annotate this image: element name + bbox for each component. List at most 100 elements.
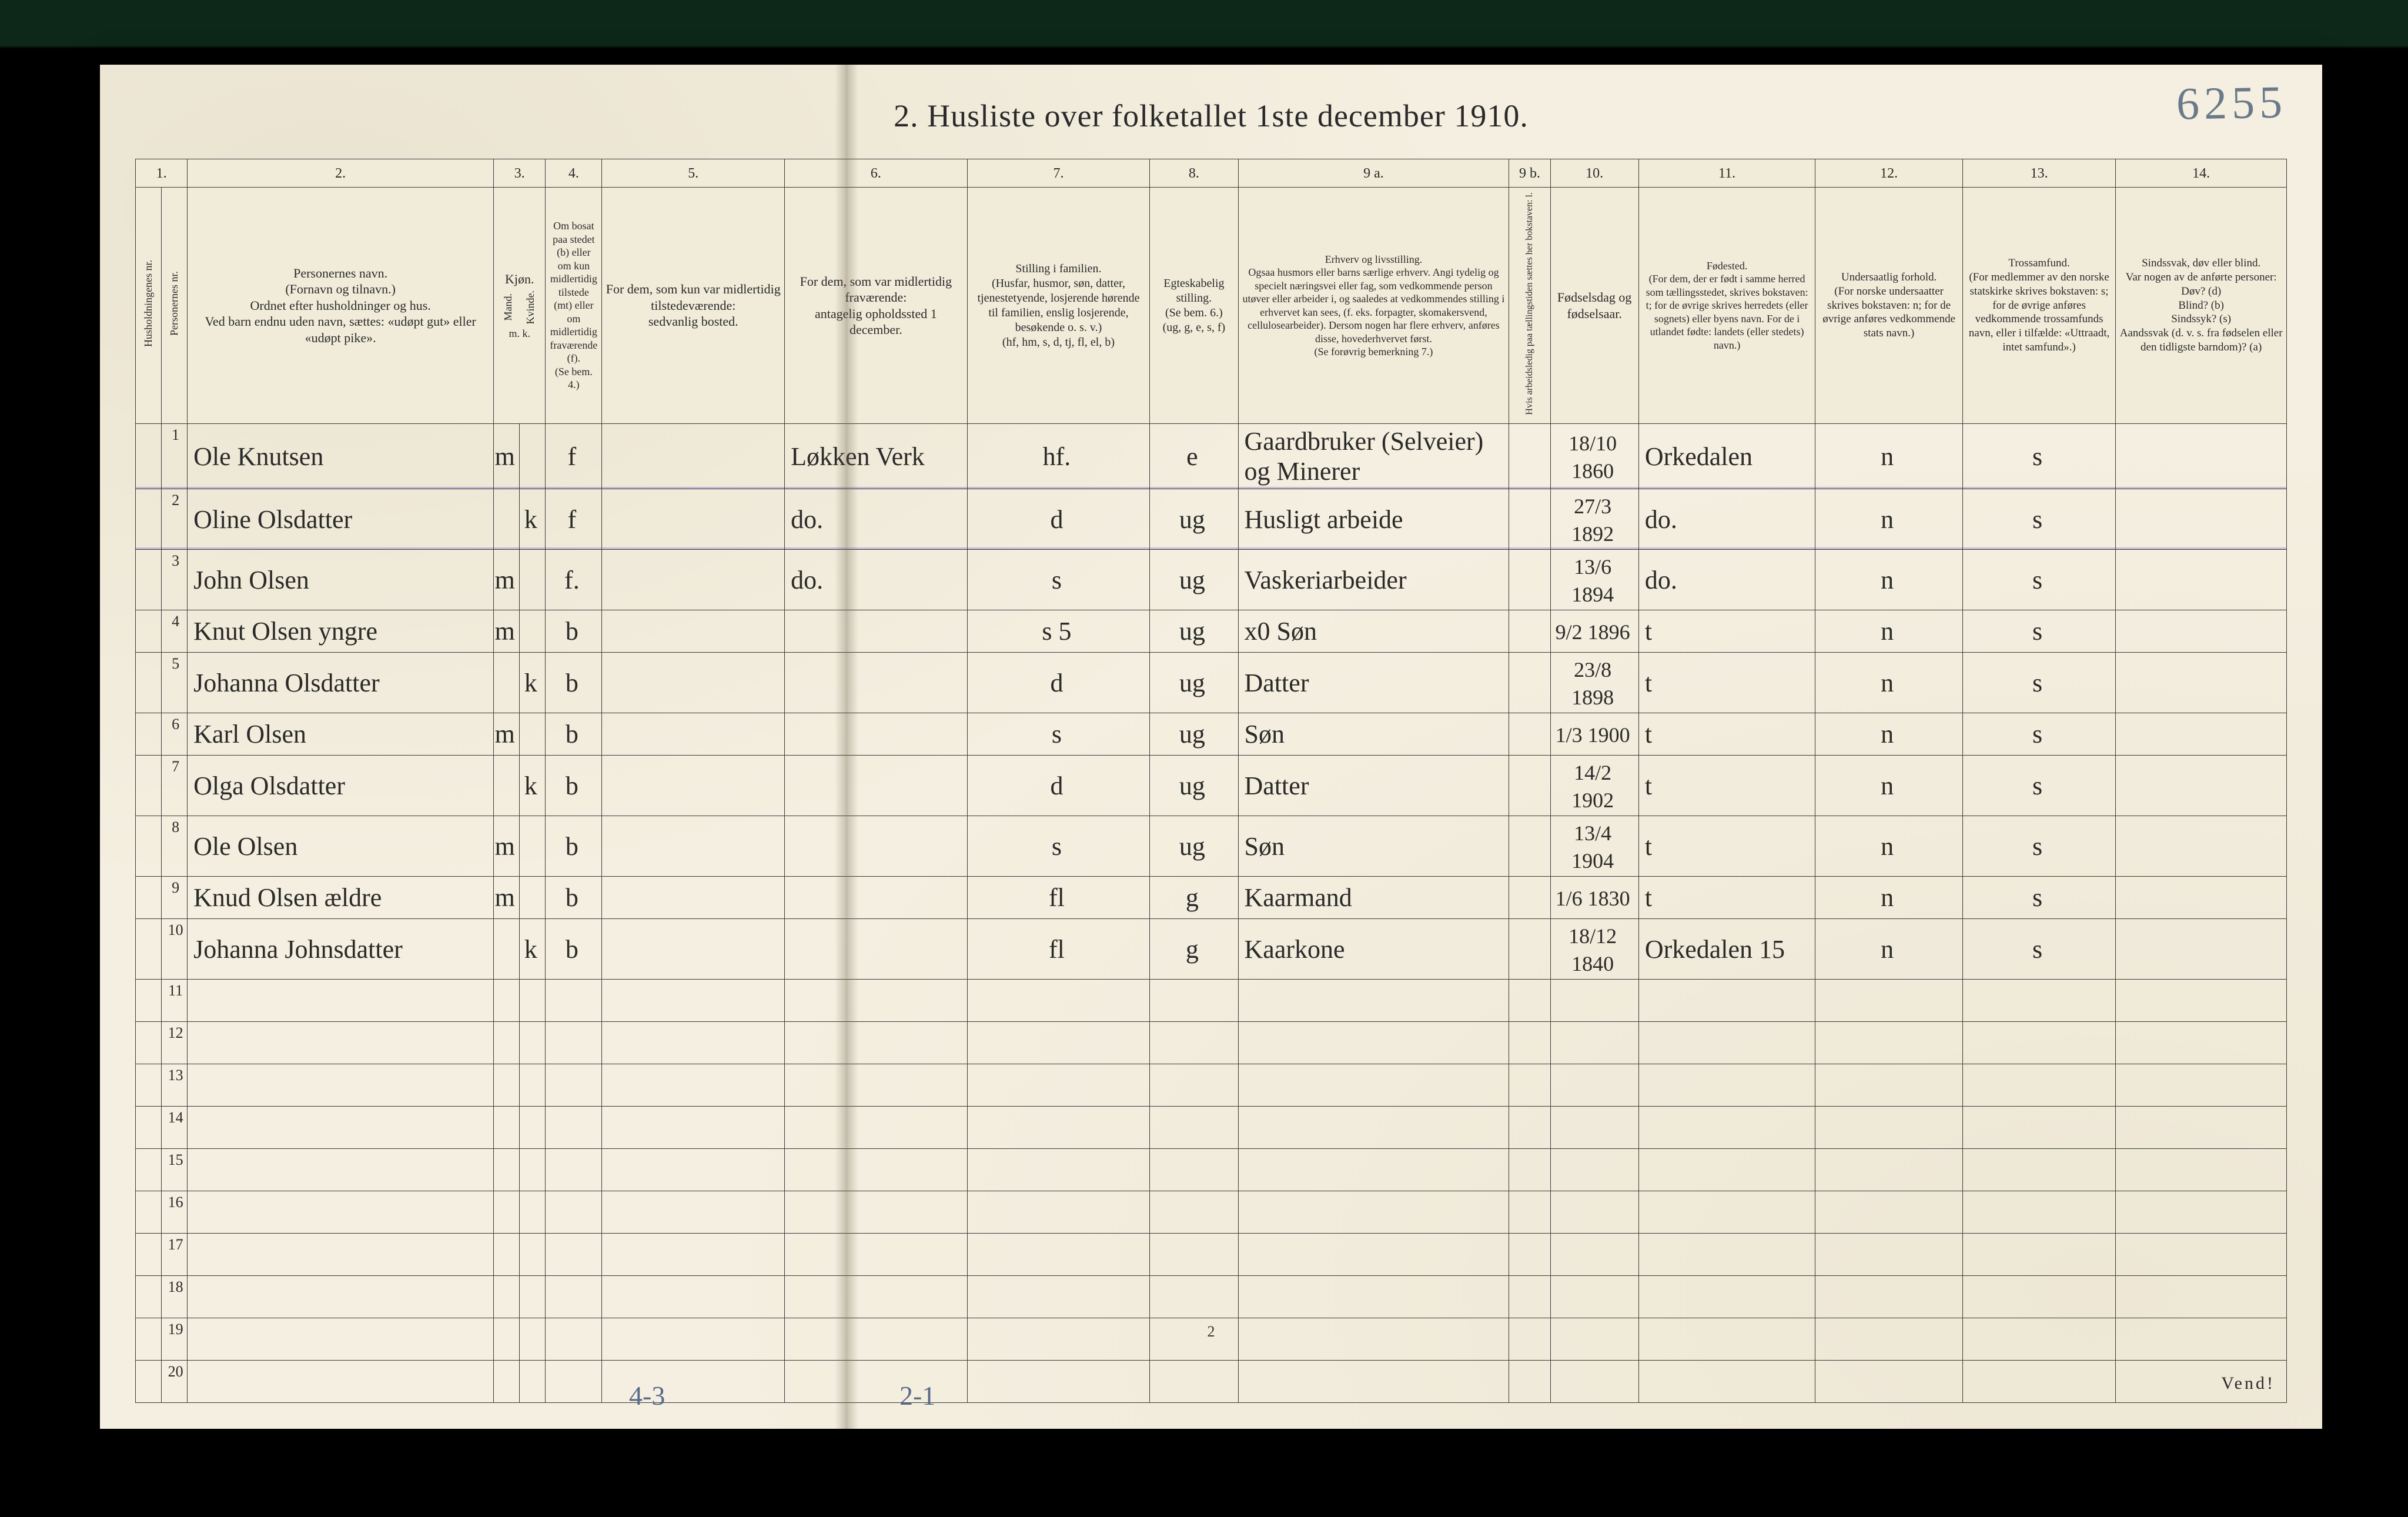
table-cell [785,980,968,1022]
table-cell [785,816,968,877]
table-cell [2116,756,2287,816]
table-cell [136,919,162,980]
table-cell [1962,1022,2115,1064]
colnum-5: 5. [602,159,785,188]
table-cell [1509,1064,1550,1107]
table-cell [1962,1191,2115,1234]
table-cell [1509,1276,1550,1318]
table-cell: 13 [162,1064,188,1107]
document-page: 6255 2. Husliste over folketallet 1ste d… [100,65,2322,1429]
table-cell: Knut Olsen yngre [188,610,494,653]
table-cell [1150,1149,1238,1191]
table-cell: John Olsen [188,550,494,610]
table-cell [546,1361,602,1403]
table-cell: 5 [162,653,188,713]
table-cell [785,1149,968,1191]
table-cell: do. [785,489,968,550]
table-cell [1150,1107,1238,1149]
header-c9b: Hvis arbeidsledig paa tællingstiden sætt… [1509,188,1550,424]
table-cell: Ole Knutsen [188,424,494,489]
table-cell: t [1638,756,1815,816]
table-cell [520,550,546,610]
table-cell: m [494,816,520,877]
table-cell [520,1107,546,1149]
table-cell [136,1276,162,1318]
vend-label: Vend! [2221,1374,2275,1394]
colnum-14: 14. [2116,159,2287,188]
table-cell: b [546,756,602,816]
colnum-9a: 9 a. [1238,159,1509,188]
table-cell: Husligt arbeide [1238,489,1509,550]
table-cell [1509,1149,1550,1191]
table-cell [1962,1064,2115,1107]
table-cell: Søn [1238,816,1509,877]
table-cell [967,1107,1150,1149]
table-cell [602,489,785,550]
table-cell: n [1815,919,1962,980]
table-cell [785,610,968,653]
table-cell: Ole Olsen [188,816,494,877]
table-cell [602,1107,785,1149]
colnum-6: 6. [785,159,968,188]
table-cell: g [1150,919,1238,980]
table-cell [785,919,968,980]
table-cell [1550,980,1638,1022]
table-cell: Datter [1238,756,1509,816]
table-cell [1150,1022,1238,1064]
table-cell [967,1064,1150,1107]
table-cell [520,1276,546,1318]
table-cell: Søn [1238,713,1509,756]
table-cell: ug [1150,713,1238,756]
table-row-empty: 17 [136,1234,2287,1276]
table-cell: n [1815,489,1962,550]
table-cell [602,610,785,653]
table-cell: k [520,489,546,550]
table-cell [188,1234,494,1276]
table-cell: m [494,877,520,919]
header-c9a: Erhverv og livsstilling. Ogsaa husmors e… [1238,188,1509,424]
table-cell: t [1638,610,1815,653]
table-cell [188,1107,494,1149]
table-cell: n [1815,550,1962,610]
table-cell [785,877,968,919]
table-row: 9Knud Olsen ældrembflgKaarmand1/6 1830tn… [136,877,2287,919]
table-cell: m [494,610,520,653]
table-cell [1638,1107,1815,1149]
table-cell: t [1638,816,1815,877]
table-cell: 10 [162,919,188,980]
table-cell [1638,1234,1815,1276]
table-cell: 14/2 1902 [1550,756,1638,816]
table-cell [2116,1276,2287,1318]
table-cell: n [1815,610,1962,653]
table-row-empty: 13 [136,1064,2287,1107]
table-cell [785,756,968,816]
table-cell: Karl Olsen [188,713,494,756]
table-cell: Datter [1238,653,1509,713]
table-cell: ug [1150,610,1238,653]
table-cell [546,1022,602,1064]
colnum-10: 10. [1550,159,1638,188]
table-cell: do. [785,550,968,610]
table-cell: s [1962,919,2115,980]
table-cell [2116,1149,2287,1191]
table-cell [602,713,785,756]
table-cell [1815,1191,1962,1234]
table-cell [1509,489,1550,550]
table-cell [136,489,162,550]
table-cell: do. [1638,489,1815,550]
table-header: 1. 2. 3. 4. 5. 6. 7. 8. 9 a. 9 b. 10. 11… [136,159,2287,424]
table-cell [520,1022,546,1064]
table-cell [1150,1234,1238,1276]
header-c12: Undersaatlig forhold. (For norske unders… [1815,188,1962,424]
table-cell [1550,1064,1638,1107]
table-cell: n [1815,424,1962,489]
table-cell [785,713,968,756]
table-cell: Johanna Olsdatter [188,653,494,713]
table-cell [2116,1022,2287,1064]
table-cell [1638,1149,1815,1191]
table-cell [1150,1064,1238,1107]
table-cell [494,1361,520,1403]
table-cell [136,1149,162,1191]
table-cell: t [1638,653,1815,713]
table-cell: Vaskeriarbeider [1238,550,1509,610]
